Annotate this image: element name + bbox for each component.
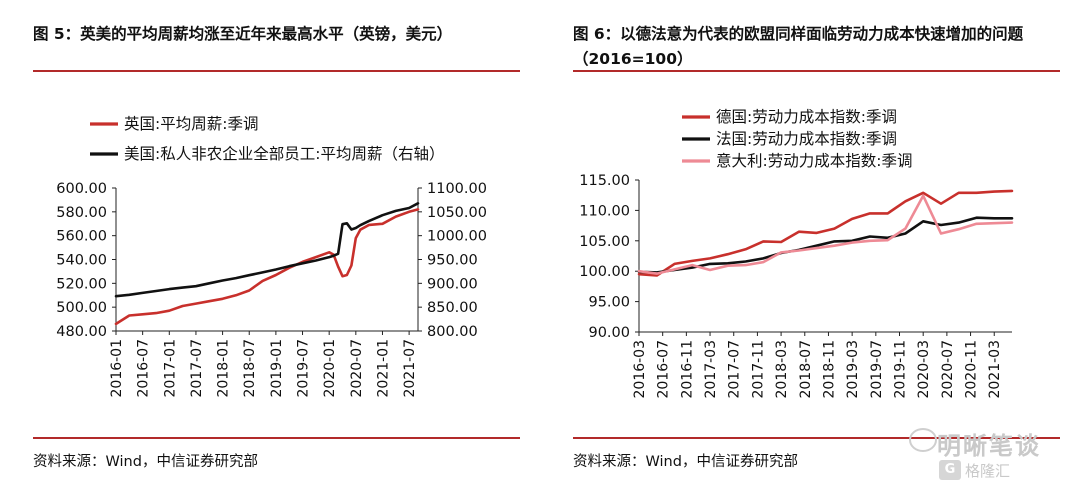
watermark-text: 明晰笔谈 bbox=[937, 432, 1041, 460]
left-x-tick-label: 2018-07 bbox=[242, 339, 258, 398]
right-x-tick-label: 2018-07 bbox=[798, 340, 814, 399]
right-y-tick-label-left: 105.00 bbox=[579, 234, 630, 250]
gelonghui-logo-icon: G bbox=[939, 460, 961, 480]
right-x-tick-label: 2016-07 bbox=[656, 340, 672, 399]
right-y-tick-label-left: 90.00 bbox=[588, 325, 630, 341]
right-x-tick-label: 2017-07 bbox=[727, 340, 743, 399]
right-figure-panel: 图 6：以德法意为代表的欧盟同样面临劳动力成本快速增加的问题 （2016=100… bbox=[540, 0, 1080, 489]
right-source-note: 资料来源：Wind，中信证券研究部 bbox=[573, 454, 798, 470]
right-y-tick-label-left: 115.00 bbox=[579, 173, 630, 189]
watermark-sub: 格隆汇 bbox=[965, 462, 1011, 480]
left-y-tick-label-left: 560.00 bbox=[56, 229, 107, 245]
left-y-tick-label-right: 1000.00 bbox=[427, 229, 487, 245]
right-x-tick-label: 2018-03 bbox=[774, 340, 790, 399]
left-x-tick-label: 2021-01 bbox=[375, 339, 391, 398]
left-title-rule bbox=[33, 70, 520, 72]
left-series-line-2 bbox=[114, 202, 420, 298]
left-figure-panel: 图 5：英美的平均周薪均涨至近年来最高水平（英镑，美元） 480.00 500.0… bbox=[33, 25, 520, 470]
right-x-tick-label: 2020-11 bbox=[964, 340, 980, 399]
left-x-tick-label: 2020-07 bbox=[349, 339, 365, 398]
left-x-tick-label: 2020-01 bbox=[322, 339, 338, 398]
right-x-tick-label: 2018-11 bbox=[821, 340, 837, 399]
left-x-tick-label: 2017-01 bbox=[162, 339, 178, 398]
left-y-tick-label-right: 900.00 bbox=[427, 276, 478, 292]
right-x-tick-label: 2016-11 bbox=[679, 340, 695, 399]
wechat-logo-icon bbox=[909, 428, 937, 452]
right-series-line-1 bbox=[637, 189, 1014, 277]
right-y-tick-label-left: 100.00 bbox=[579, 264, 630, 280]
right-x-tick-label: 2020-07 bbox=[940, 340, 956, 399]
right-legend-label-2: 法国:劳动力成本指数:季调 bbox=[716, 130, 897, 148]
left-y-tick-label-right: 800.00 bbox=[427, 324, 478, 340]
left-y-tick-label-right: 850.00 bbox=[427, 300, 478, 316]
right-x-tick-label: 2021-03 bbox=[987, 340, 1003, 399]
right-y-tick-label-left: 95.00 bbox=[588, 295, 630, 311]
left-y-tick-label-right: 950.00 bbox=[427, 253, 478, 269]
left-y-tick-label-left: 600.00 bbox=[56, 181, 107, 197]
right-x-tick-label: 2017-03 bbox=[703, 340, 719, 399]
left-x-tick-label: 2019-01 bbox=[269, 339, 285, 398]
left-y-tick-label-left: 520.00 bbox=[56, 276, 107, 292]
right-source-rule bbox=[573, 437, 1060, 439]
left-x-tick-label: 2017-07 bbox=[189, 339, 205, 398]
right-legend-label-1: 德国:劳动力成本指数:季调 bbox=[716, 108, 897, 126]
right-figure-title: 图 6：以德法意为代表的欧盟同样面临劳动力成本快速增加的问题 （2016=100… bbox=[573, 22, 1063, 72]
left-x-tick-label: 2016-07 bbox=[136, 339, 152, 398]
left-source-rule bbox=[33, 437, 520, 439]
right-x-tick-label: 2020-03 bbox=[916, 340, 932, 399]
right-x-tick-label: 2019-03 bbox=[845, 340, 861, 399]
right-y-tick-label-left: 110.00 bbox=[579, 203, 630, 219]
right-title-line2: （2016=100） bbox=[573, 50, 693, 68]
left-figure-title: 图 5：英美的平均周薪均涨至近年来最高水平（英镑，美元） bbox=[33, 25, 453, 43]
left-source-note: 资料来源：Wind，中信证券研究部 bbox=[33, 454, 258, 470]
right-series-line-2 bbox=[637, 216, 1014, 274]
right-x-tick-label: 2019-11 bbox=[893, 340, 909, 399]
right-title-rule bbox=[573, 70, 1060, 72]
left-y-tick-label-left: 580.00 bbox=[56, 205, 107, 221]
left-y-tick-label-right: 1100.00 bbox=[427, 181, 487, 197]
left-y-tick-label-left: 500.00 bbox=[56, 300, 107, 316]
right-legend-label-3: 意大利:劳动力成本指数:季调 bbox=[716, 151, 912, 170]
left-x-tick-label: 2018-01 bbox=[216, 339, 232, 398]
right-labor-cost-chart: 90.00 95.00 100.00 105.00 110.00 115.00 2016-0… bbox=[579, 108, 1014, 399]
watermark: 明晰笔谈 G 格隆汇 bbox=[897, 422, 1077, 486]
left-legend-label-2: 美国:私人非农企业全部员工:平均周薪（右轴） bbox=[124, 145, 444, 163]
left-wage-chart: 480.00 500.00 520.00 540.00 560.00 580.00 600.… bbox=[56, 115, 487, 398]
right-x-tick-label: 2019-07 bbox=[869, 340, 885, 399]
left-series-line-1 bbox=[114, 208, 420, 326]
left-y-tick-label-left: 540.00 bbox=[56, 253, 107, 269]
right-series-line-3 bbox=[637, 194, 1014, 275]
left-y-tick-label-left: 480.00 bbox=[56, 324, 107, 340]
left-legend-label-1: 英国:平均周薪:季调 bbox=[124, 115, 258, 133]
right-x-tick-label: 2016-03 bbox=[632, 340, 648, 399]
right-x-tick-label: 2017-11 bbox=[750, 340, 766, 399]
right-title-line1: 图 6：以德法意为代表的欧盟同样面临劳动力成本快速增加的问题 bbox=[573, 25, 1024, 43]
left-x-tick-label: 2021-07 bbox=[402, 339, 418, 398]
left-x-tick-label: 2016-01 bbox=[109, 339, 125, 398]
left-x-tick-label: 2019-07 bbox=[296, 339, 312, 398]
left-y-tick-label-right: 1050.00 bbox=[427, 205, 487, 221]
